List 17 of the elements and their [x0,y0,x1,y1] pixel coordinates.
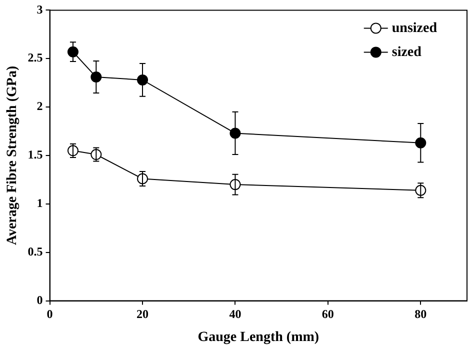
x-tick-label: 80 [414,307,427,322]
legend-label: sized [392,44,422,60]
x-axis-title: Gauge Length (mm) [198,330,320,346]
y-tick-label: 0.5 [28,244,43,258]
point [137,74,148,86]
x-tick-label: 20 [136,307,149,322]
y-tick-label: 0 [36,292,43,307]
x-tick-label: 0 [46,307,53,322]
y-tick-label: 3 [36,2,43,16]
x-tick-label: 40 [229,307,242,322]
y-tick-label: 2 [36,99,43,114]
legend-label: unsized [392,20,438,36]
y-tick-label: 1.5 [28,148,43,162]
x-tick-label: 60 [322,307,334,322]
y-tick-label: 2.5 [28,50,43,65]
y-axis-title: Average Fibre Strength (GPa) [5,66,20,246]
y-tick-label: 1 [36,196,43,210]
